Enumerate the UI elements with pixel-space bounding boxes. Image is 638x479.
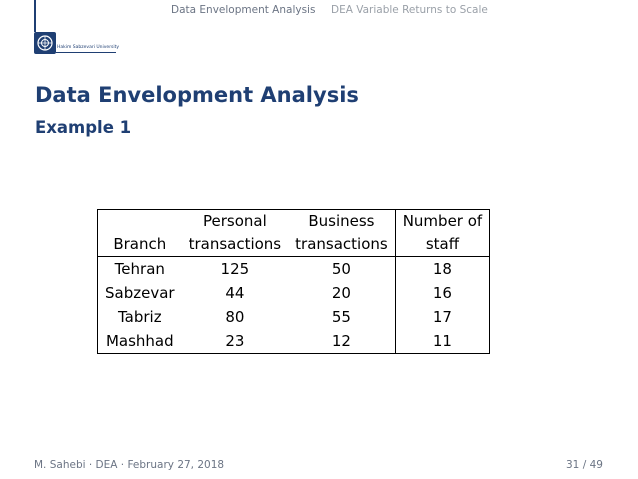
header-staff-line2: staff [403,233,482,256]
table-row: Tehran 125 50 18 [98,257,490,282]
top-navigation: Data Envelopment Analysis DEA Variable R… [0,0,638,22]
cell-branch: Mashhad [98,329,182,354]
header-staff-line1: Number of [403,210,482,233]
university-logo-icon [34,32,56,54]
slide-title: Data Envelopment Analysis [35,83,359,107]
header-personal-line1: Personal [189,210,282,233]
logo-underline [56,52,116,53]
cell-personal: 23 [182,329,289,354]
cell-branch: Tabriz [98,305,182,329]
logo-rule [34,0,36,32]
header-branch: Branch [98,210,182,257]
table-row: Tabriz 80 55 17 [98,305,490,329]
header-personal-transactions: Personal transactions [182,210,289,257]
logo-text: Hakim Sabzevari University [57,45,119,50]
footer-page-number: 31 / 49 [566,459,603,471]
cell-branch: Tehran [98,257,182,282]
cell-branch: Sabzevar [98,281,182,305]
header-business-line2: transactions [295,233,388,256]
cell-business: 55 [288,305,395,329]
nav-section-link[interactable]: Data Envelopment Analysis [171,4,315,16]
cell-personal: 125 [182,257,289,282]
cell-staff: 11 [395,329,489,354]
header-branch-line1 [105,210,175,233]
header-personal-line2: transactions [189,233,282,256]
cell-business: 12 [288,329,395,354]
table-row: Sabzevar 44 20 16 [98,281,490,305]
cell-business: 20 [288,281,395,305]
cell-personal: 80 [182,305,289,329]
header-number-of-staff: Number of staff [395,210,489,257]
header-business-transactions: Business transactions [288,210,395,257]
branch-data-table: Branch Personal transactions Business tr… [97,209,490,354]
header-branch-line2: Branch [105,233,175,256]
table-header-row: Branch Personal transactions Business tr… [98,210,490,257]
cell-personal: 44 [182,281,289,305]
header-business-line1: Business [295,210,388,233]
slide-subtitle: Example 1 [35,118,131,137]
footer-author-date: M. Sahebi · DEA · February 27, 2018 [34,459,224,471]
cell-staff: 16 [395,281,489,305]
cell-staff: 17 [395,305,489,329]
nav-subsection-link[interactable]: DEA Variable Returns to Scale [331,4,488,16]
cell-staff: 18 [395,257,489,282]
table-row: Mashhad 23 12 11 [98,329,490,354]
cell-business: 50 [288,257,395,282]
